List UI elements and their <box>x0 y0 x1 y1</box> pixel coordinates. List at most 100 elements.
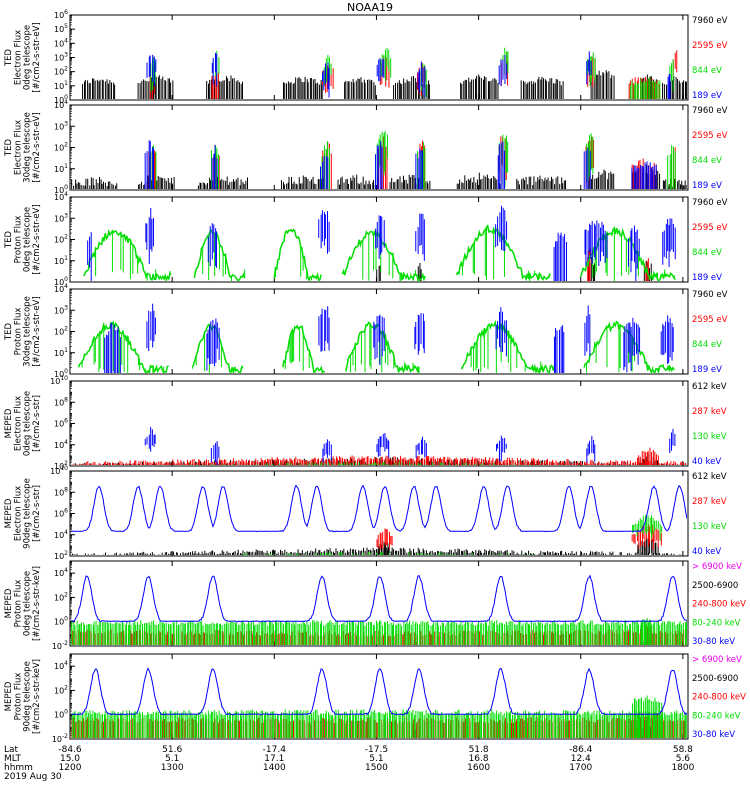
legend-entry: 30-80 keV <box>692 637 735 647</box>
y-tick-label: 104 <box>54 99 68 110</box>
data-marks <box>71 426 687 465</box>
y-axis-label: TEDElectron Flux0deg telescope[#/cm2-s-s… <box>4 22 42 92</box>
legend-entry: 80-240 keV <box>692 618 741 628</box>
series-189-ev <box>87 205 676 281</box>
series-30-80-kev <box>71 574 687 623</box>
data-trace <box>82 228 172 281</box>
y-tick-label: 100 <box>54 94 68 105</box>
y-tick-label: 104 <box>54 191 68 202</box>
panel-6: 102 104 106 108 1010 MEPEDElectron Flux90deg … <box>4 465 727 561</box>
legend-entry: 7960 eV <box>692 106 728 116</box>
data-trace <box>460 319 556 373</box>
y-tick-label: 101 <box>54 80 68 91</box>
legend-entry: 189 eV <box>692 365 722 375</box>
series-40-kev <box>144 426 676 465</box>
y-tick-label: 104 <box>54 283 68 294</box>
series-2595-ev <box>587 248 649 281</box>
legend-entry: 7960 eV <box>692 16 728 26</box>
y-tick-label: 10-2 <box>52 733 68 744</box>
y-tick-label: 104 <box>54 660 68 671</box>
y-tick-label: 10-2 <box>52 640 68 651</box>
legend-entry: 2595 eV <box>692 131 728 141</box>
panel-2: 100 101 102 103 104 TEDElectron Flux30deg tel… <box>4 99 728 195</box>
series-189-ev <box>146 51 671 99</box>
data-marks <box>82 47 687 99</box>
legend-entry: 240-800 keV <box>692 693 746 703</box>
legend-entry: 189 eV <box>692 91 722 101</box>
data-trace <box>282 324 326 373</box>
data-marks <box>71 667 687 738</box>
series-189-ev <box>104 303 674 373</box>
panels: 100 101 102 103 104 105 106 TEDElectron Flux0de… <box>4 9 746 744</box>
y-tick-label: 103 <box>54 212 68 223</box>
data-trace <box>193 228 246 281</box>
legend-entry: 2500-6900 <box>692 581 738 591</box>
series-80-240-kev <box>71 617 687 645</box>
y-tick-label: 108 <box>54 486 68 497</box>
legend-entry: 7960 eV <box>692 290 728 300</box>
y-tick-label: 102 <box>54 684 68 695</box>
y-tick-label: 106 <box>54 508 68 519</box>
y-tick-label: 102 <box>54 326 68 337</box>
data-marks <box>82 205 676 281</box>
y-axis-label: MEPEDProton Flux0deg telescope[#/cm2-s-s… <box>4 566 42 641</box>
y-tick-label: 103 <box>54 304 68 315</box>
data-trace <box>273 228 322 281</box>
panel-frame <box>69 470 689 557</box>
y-tick-label: 104 <box>54 37 68 48</box>
data-trace <box>77 320 169 373</box>
y-tick-label: 104 <box>54 439 68 450</box>
series-130-kev <box>190 461 561 465</box>
legend-entry: 30-80 keV <box>692 730 735 740</box>
data-marks <box>71 484 687 555</box>
y-tick-label: 102 <box>54 234 68 245</box>
y-axis-label: TEDProton Flux0deg telescope[#/cm2-s-str… <box>4 204 42 274</box>
series-40-kev <box>71 484 687 533</box>
legend-entry: 844 eV <box>692 66 722 76</box>
series-7960-ev <box>82 70 687 99</box>
data-marks <box>77 303 675 373</box>
panel-1: 100 101 102 103 104 105 106 TEDElectron Flux0de… <box>4 9 728 105</box>
data-marks <box>71 131 687 189</box>
y-tick-label: 103 <box>54 52 68 63</box>
y-tick-label: 101 <box>54 347 68 358</box>
legend-entry: 189 eV <box>692 273 722 283</box>
y-tick-label: 101 <box>54 163 68 174</box>
data-trace <box>191 323 244 373</box>
y-tick-label: 103 <box>54 120 68 131</box>
y-axis-label: MEPEDElectron Flux0deg telescope[#/cm2-s… <box>4 391 42 456</box>
legend-entry: 130 keV <box>692 522 727 532</box>
legend-entry: 7960 eV <box>692 198 728 208</box>
series-287-kev <box>72 447 687 465</box>
chart-title: NOAA19 <box>347 1 393 14</box>
legend-entry: > 6900 keV <box>692 655 742 665</box>
series-130-kev <box>177 515 663 555</box>
panel-3: 100 101 102 103 104 TEDProton Flux0deg telesc… <box>4 191 728 287</box>
legend-entry: 612 keV <box>692 382 727 392</box>
y-tick-label: 100 <box>54 616 68 627</box>
legend-entry: 844 eV <box>692 340 722 350</box>
y-tick-label: 102 <box>54 460 68 471</box>
series-612-kev <box>71 536 682 555</box>
legend-entry: 612 keV <box>692 472 727 482</box>
panel-frame <box>69 380 689 467</box>
panel-7: 10-2 100 102 104 MEPEDProton Flux0deg telesc… <box>4 560 746 651</box>
y-axis-label: TEDElectron Flux30deg telescope[#/cm2-s-… <box>4 112 42 183</box>
y-tick-label: 106 <box>54 418 68 429</box>
y-tick-label: 100 <box>54 184 68 195</box>
y-tick-label: 102 <box>54 142 68 153</box>
data-marks <box>71 574 687 645</box>
y-tick-label: 106 <box>54 9 68 20</box>
legend-entry: 80-240 keV <box>692 711 741 721</box>
legend-entry: > 6900 keV <box>692 562 742 572</box>
y-axis-label: TEDProton Flux30deg telescope[#/cm2-s-st… <box>4 296 42 367</box>
legend-entry: 2595 eV <box>692 223 728 233</box>
y-tick-label: 104 <box>54 567 68 578</box>
y-axis-label: MEPEDElectron Flux90deg telescope[#/cm2-… <box>4 478 42 549</box>
y-tick-label: 100 <box>54 368 68 379</box>
y-tick-label: 100 <box>54 709 68 720</box>
y-tick-label: 108 <box>54 396 68 407</box>
y-tick-label: 101 <box>54 255 68 266</box>
legend-entry: 2595 eV <box>692 315 728 325</box>
